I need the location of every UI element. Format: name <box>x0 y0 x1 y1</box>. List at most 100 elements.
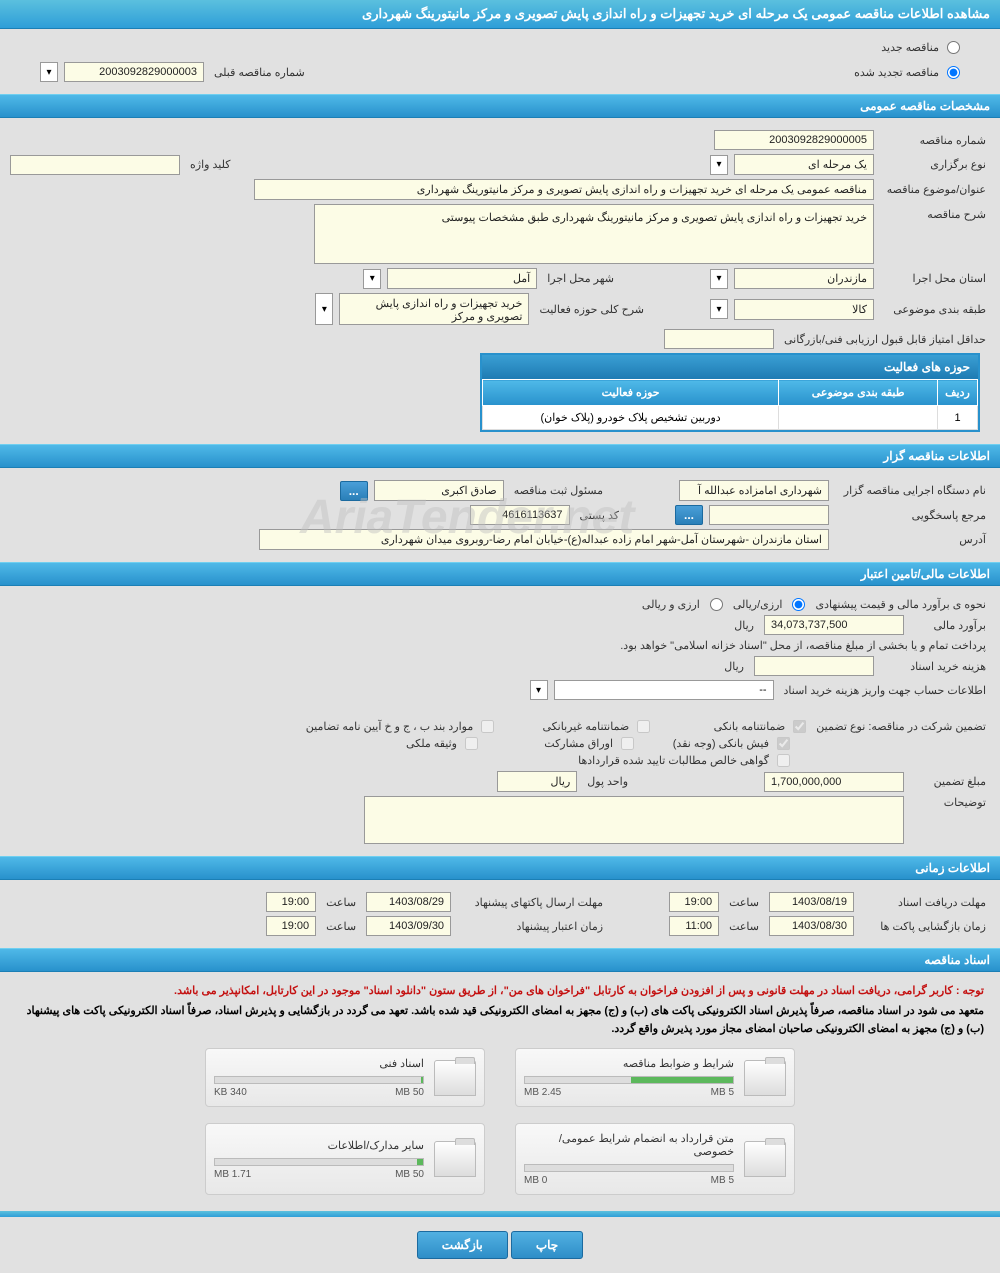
doc-fee-unit: ریال <box>720 660 748 673</box>
min-score-value <box>664 329 774 349</box>
prev-number-value: 2003092829000003 <box>64 62 204 82</box>
city-dropdown[interactable]: ▾ <box>363 269 381 289</box>
receive-time: 19:00 <box>669 892 719 912</box>
activity-scope-dropdown[interactable]: ▾ <box>315 293 333 325</box>
treasury-note: پرداخت تمام و یا بخشی از مبلغ مناقصه، از… <box>616 639 990 652</box>
col-row: ردیف <box>938 380 978 406</box>
postcode-label: کد پستی <box>576 509 623 522</box>
doc1-used: 2.45 MB <box>524 1087 561 1098</box>
category-label: طبقه بندی موضوعی <box>880 303 990 316</box>
section-financial: اطلاعات مالی/تامین اعتبار <box>0 562 1000 586</box>
unit-value: ریال <box>497 771 577 792</box>
folder-icon <box>434 1060 476 1096</box>
footer-buttons: چاپ بازگشت <box>0 1217 1000 1273</box>
radio-currency[interactable] <box>710 598 723 611</box>
keyword-value <box>10 155 180 175</box>
print-button[interactable]: چاپ <box>511 1231 583 1259</box>
account-dropdown[interactable]: ▾ <box>530 680 548 700</box>
check-bank[interactable] <box>793 720 806 733</box>
submit-label: مهلت ارسال پاکتهای پیشنهاد <box>457 896 607 909</box>
activity-scope-value: خرید تجهیزات و راه اندازی پایش تصویری و … <box>339 293 529 325</box>
prev-number-dropdown[interactable]: ▾ <box>40 62 58 82</box>
doc-card-contract[interactable]: متن قرارداد به انضمام شرایط عمومی/خصوصی … <box>515 1123 795 1195</box>
doc1-title: شرایط و ضوابط مناقصه <box>524 1057 734 1070</box>
doc2-title: اسناد فنی <box>214 1057 424 1070</box>
back-button[interactable]: بازگشت <box>417 1231 508 1259</box>
warning-black: متعهد می شود در اسناد مناقصه، صرفاً پذیر… <box>10 1001 990 1040</box>
subject-label: عنوان/موضوع مناقصه <box>880 183 990 196</box>
g-bonds: اوراق مشارکت <box>540 737 617 750</box>
ref-value <box>709 505 829 525</box>
province-value: مازندران <box>734 268 874 289</box>
tender-type-block: مناقصه جدید مناقصه تجدید شده شماره مناقص… <box>0 29 1000 94</box>
address-value: استان مازندران -شهرستان آمل-شهر امام زاد… <box>259 529 829 550</box>
doc-fee-label: هزینه خرید اسناد <box>880 660 990 673</box>
tender-no-label: شماره مناقصه <box>880 134 990 147</box>
ref-label: مرجع پاسخگویی <box>835 509 990 522</box>
valid-time: 19:00 <box>266 916 316 936</box>
doc-card-technical[interactable]: اسناد فنی 50 MB 340 KB <box>205 1048 485 1107</box>
g-cert: گواهی خالص مطالبات تایید شده قراردادها <box>574 754 773 767</box>
province-label: استان محل اجرا <box>880 272 990 285</box>
amount-label: مبلغ تضمین <box>910 775 990 788</box>
open-label: زمان بازگشایی پاکت ها <box>860 920 990 933</box>
row1-idx: 1 <box>938 406 978 430</box>
row1-cat <box>779 406 938 430</box>
guarantee-header: تضمین شرکت در مناقصه: نوع تضمین <box>812 720 990 733</box>
open-time-label: ساعت <box>725 920 763 933</box>
province-dropdown[interactable]: ▾ <box>710 269 728 289</box>
exec-value: شهرداری امامزاده عبدالله آ <box>679 480 829 501</box>
valid-label: زمان اعتبار پیشنهاد <box>457 920 607 933</box>
est-label: برآورد مالی <box>910 619 990 632</box>
category-value: کالا <box>734 299 874 320</box>
tender-no-value: 2003092829000005 <box>714 130 874 150</box>
notes-value <box>364 796 904 844</box>
check-cash[interactable] <box>777 737 790 750</box>
documents-block: توجه : کاربر گرامی، دریافت اسناد در مهلت… <box>0 972 1000 1211</box>
radio-rial[interactable] <box>792 598 805 611</box>
g-cash: فیش بانکی (وجه نقد) <box>669 737 773 750</box>
submit-time-label: ساعت <box>322 896 360 909</box>
city-value: آمل <box>387 268 537 289</box>
col-category: طبقه بندی موضوعی <box>779 380 938 406</box>
check-property[interactable] <box>465 737 478 750</box>
check-nonbank[interactable] <box>637 720 650 733</box>
check-cert[interactable] <box>777 754 790 767</box>
subject-value: مناقصه عمومی یک مرحله ای خرید تجهیزات و … <box>254 179 874 200</box>
doc-card-conditions[interactable]: شرایط و ضوابط مناقصه 5 MB 2.45 MB <box>515 1048 795 1107</box>
doc2-total: 50 MB <box>395 1087 424 1098</box>
hold-type-dropdown[interactable]: ▾ <box>710 155 728 175</box>
section-general: مشخصات مناقصه عمومی <box>0 94 1000 118</box>
activity-table-box: حوزه های فعالیت ردیف طبقه بندی موضوعی حو… <box>480 353 980 432</box>
valid-time-label: ساعت <box>322 920 360 933</box>
check-cases[interactable] <box>481 720 494 733</box>
activity-scope-label: شرح کلی حوزه فعالیت <box>535 303 648 316</box>
general-block: شماره مناقصه 2003092829000005 نوع برگزار… <box>0 118 1000 444</box>
doc-card-other[interactable]: سایر مدارک/اطلاعات 50 MB1.71 MB <box>205 1123 485 1195</box>
doc4-title: سایر مدارک/اطلاعات <box>214 1139 424 1152</box>
check-bonds[interactable] <box>621 737 634 750</box>
doc4-progress <box>214 1158 424 1166</box>
doc2-used: 340 KB <box>214 1087 247 1098</box>
account-value: -- <box>554 680 774 700</box>
category-dropdown[interactable]: ▾ <box>710 299 728 319</box>
g-property: وثیقه ملکی <box>402 737 461 750</box>
receive-date: 1403/08/19 <box>769 892 854 912</box>
keyword-label: کلید واژه <box>186 158 234 171</box>
amount-value: 1,700,000,000 <box>764 772 904 792</box>
page-title: مشاهده اطلاعات مناقصه عمومی یک مرحله ای … <box>0 0 1000 29</box>
g-bank: ضمانتنامه بانکی <box>710 720 790 733</box>
submit-time: 19:00 <box>266 892 316 912</box>
section-timing: اطلاعات زمانی <box>0 856 1000 880</box>
radio-renewed-tender[interactable] <box>947 66 960 79</box>
radio-new-label: مناقصه جدید <box>877 41 943 54</box>
doc-fee-value <box>754 656 874 676</box>
registrar-more-button[interactable]: ... <box>340 481 368 501</box>
col-scope: حوزه فعالیت <box>483 380 779 406</box>
radio-new-tender[interactable] <box>947 41 960 54</box>
table-row: 1 دوربین تشخیص پلاک خودرو (پلاک خوان) <box>483 406 978 430</box>
doc1-total: 5 MB <box>711 1087 734 1098</box>
ref-more-button[interactable]: ... <box>675 505 703 525</box>
receive-label: مهلت دریافت اسناد <box>860 896 990 909</box>
curr-label: ارزی و ریالی <box>638 598 704 611</box>
